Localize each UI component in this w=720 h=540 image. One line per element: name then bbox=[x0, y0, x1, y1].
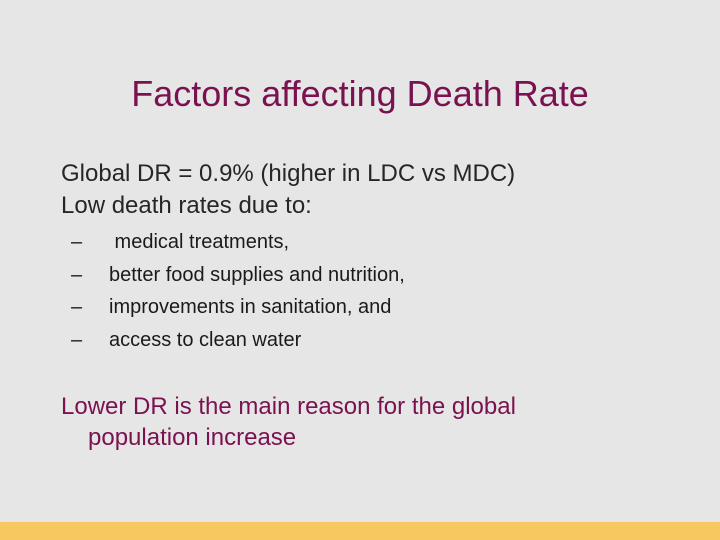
conclusion-text: Lower DR is the main reason for the glob… bbox=[61, 391, 661, 453]
dash-marker: – bbox=[71, 296, 83, 318]
conclusion-line-2: population increase bbox=[88, 424, 297, 451]
sub-bullet-item: – better food supplies and nutrition, bbox=[71, 259, 701, 292]
sub-bullet-item: – access to clean water bbox=[71, 324, 701, 357]
sub-bullet-text: medical treatments, bbox=[109, 231, 290, 253]
slide-title: Factors affecting Death Rate bbox=[131, 73, 589, 114]
dash-marker: – bbox=[71, 328, 83, 351]
sub-bullet-text: better food supplies and nutrition, bbox=[109, 263, 405, 286]
sub-bullet-text: access to clean water bbox=[109, 328, 302, 351]
bullet-low-death-rates: Low death rates due to: bbox=[61, 192, 312, 219]
sub-bullet-item: – medical treatments, bbox=[71, 226, 701, 259]
accent-bar bbox=[0, 522, 720, 540]
conclusion-line-1: Lower DR is the main reason for the glob… bbox=[61, 393, 516, 420]
sub-bullet-item: – improvements in sanitation, and bbox=[71, 291, 701, 324]
dash-marker: – bbox=[71, 231, 83, 253]
slide-body: Global DR = 0.9% (higher in LDC vs MDC) … bbox=[61, 158, 701, 356]
bullet-global-dr: Global DR = 0.9% (higher in LDC vs MDC) bbox=[61, 160, 516, 187]
dash-marker: – bbox=[71, 263, 83, 286]
sub-bullet-text: improvements in sanitation, and bbox=[109, 296, 392, 318]
sub-bullet-list: – medical treatments, – better food supp… bbox=[61, 226, 701, 356]
